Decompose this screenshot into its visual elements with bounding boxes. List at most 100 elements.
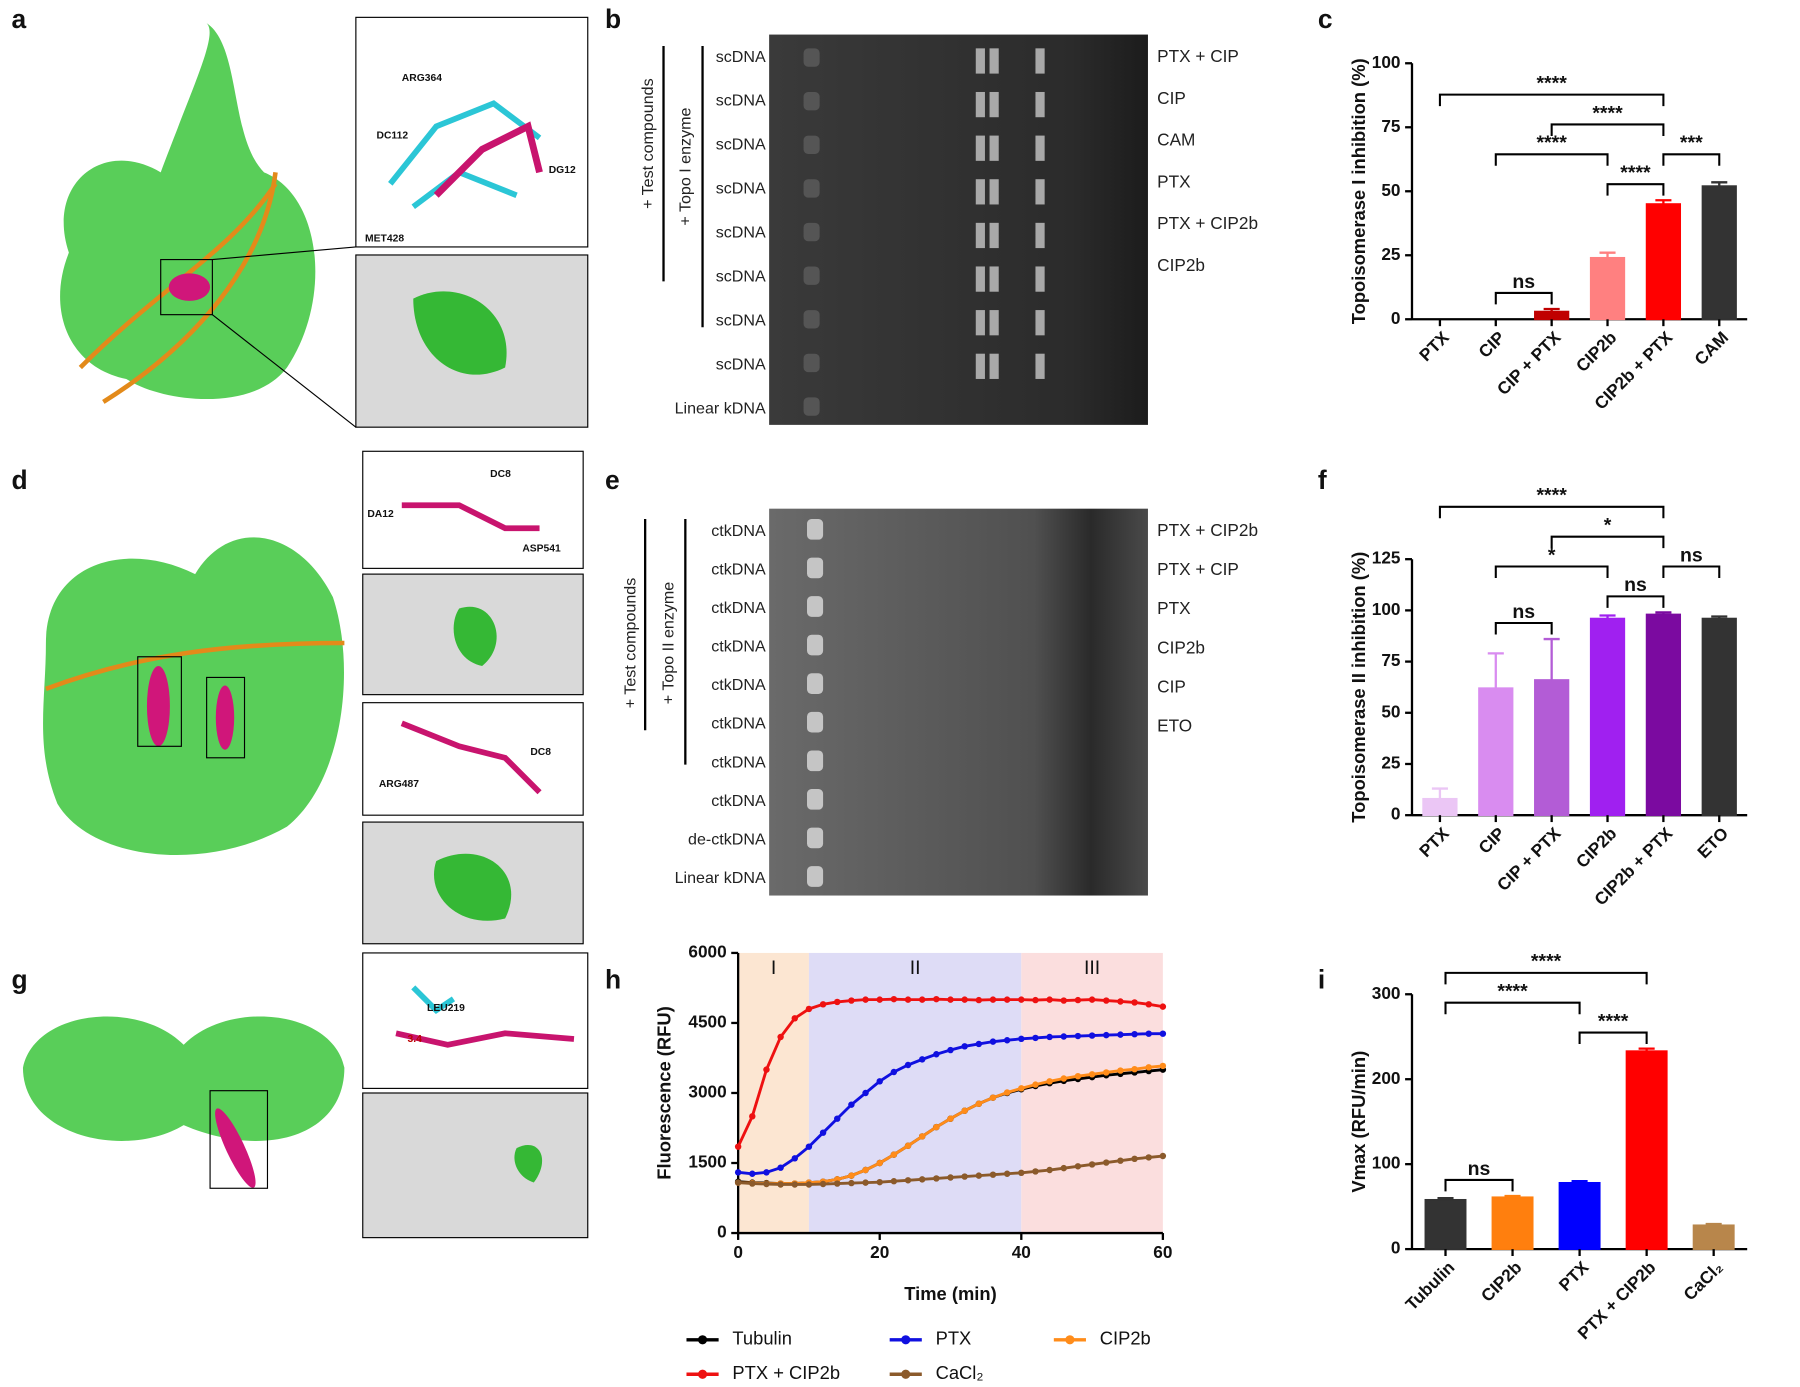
significance-label: ns: [1468, 1158, 1491, 1180]
x-tick-label: CIP2b: [1572, 327, 1621, 376]
gel-bands: [803, 48, 1045, 887]
well: [807, 634, 824, 656]
significance-label: ns: [1512, 601, 1535, 623]
significance-bracket: [1550, 123, 1665, 136]
data-point: [1032, 1168, 1039, 1175]
significance-label: *: [1548, 544, 1556, 566]
data-point: [1060, 1164, 1067, 1172]
data-point: [1003, 1037, 1011, 1044]
data-point: [862, 1089, 869, 1097]
sample-label: CAM: [1157, 130, 1195, 150]
data-point: [1060, 1033, 1067, 1040]
well: [803, 397, 820, 416]
significance-label: ****: [1598, 1010, 1629, 1032]
legend-label: CIP2b: [1100, 1328, 1151, 1349]
data-point: [890, 1178, 898, 1185]
y-tick-label: 100: [1372, 599, 1401, 619]
data-point: [918, 1176, 926, 1183]
data-point: [961, 1107, 968, 1114]
well: [803, 222, 820, 242]
significance-bracket: [1494, 153, 1609, 166]
bar: [1422, 797, 1458, 817]
significance-bracket: [1606, 183, 1665, 196]
data-point: [1117, 1067, 1124, 1074]
bar: [1558, 1181, 1601, 1250]
data-point: [848, 1179, 855, 1187]
lane-label: ctkDNA: [711, 753, 766, 771]
data-point: [1003, 1089, 1011, 1096]
x-tick-label: PTX: [1415, 823, 1453, 861]
lane-label: ctkDNA: [711, 522, 766, 540]
lane-label: Linear kDNA: [675, 400, 766, 418]
data-point: [1145, 1030, 1152, 1037]
bar: [1534, 679, 1570, 817]
band: [1035, 310, 1045, 336]
band: [1035, 179, 1045, 205]
legend-swatch: [901, 1369, 911, 1379]
well: [807, 750, 824, 772]
well: [807, 596, 824, 617]
band: [1035, 91, 1045, 118]
data-point: [1159, 1030, 1167, 1037]
data-point: [890, 1151, 898, 1158]
x-tick-label: ETO: [1693, 823, 1732, 862]
residue-label: DA12: [367, 509, 394, 520]
data-point: [961, 1043, 968, 1050]
data-point: [989, 1038, 997, 1045]
y-tick-label: 100: [1372, 1153, 1401, 1173]
data-point: [1103, 1159, 1110, 1166]
bar: [1692, 1224, 1735, 1250]
legend-label: PTX: [936, 1328, 972, 1349]
lane-label: ctkDNA: [711, 792, 766, 810]
sample-label: PTX + CIP2b: [1157, 213, 1258, 233]
well: [807, 789, 824, 810]
data-point: [777, 1033, 784, 1041]
data-point: [975, 1040, 983, 1048]
x-axis-label: Time (min): [904, 1283, 997, 1304]
significance-bracket: [1494, 291, 1553, 305]
band: [1035, 222, 1045, 249]
bar: [1645, 613, 1682, 817]
data-point: [1074, 1072, 1082, 1080]
data-point: [763, 1066, 770, 1073]
panel-label: i: [1318, 965, 1325, 995]
y-tick-label: 50: [1381, 180, 1400, 200]
data-point: [876, 1078, 883, 1085]
legend-label: CaCl₂: [936, 1362, 984, 1383]
data-point: [933, 1175, 940, 1182]
phase-label: III: [1084, 957, 1100, 979]
significance-bracket: [1438, 93, 1665, 107]
significance-label: ***: [1680, 132, 1703, 154]
bar: [1701, 617, 1737, 817]
y-tick-label: 125: [1372, 548, 1401, 568]
sample-label: CIP2b: [1157, 255, 1205, 275]
data-point: [975, 1172, 983, 1179]
significance-bracket: [1606, 595, 1665, 608]
significance-label: ****: [1536, 485, 1567, 507]
data-point: [734, 1179, 742, 1186]
sample-label: ETO: [1157, 715, 1192, 735]
data-point: [1003, 996, 1011, 1003]
gel-image: [769, 508, 1148, 896]
data-point: [1018, 1085, 1025, 1092]
data-point: [961, 1173, 968, 1180]
bar: [1589, 256, 1626, 321]
y-tick-label: 75: [1381, 116, 1401, 136]
data-point: [862, 1179, 869, 1186]
y-tick-label: 200: [1372, 1068, 1401, 1088]
bar: [1701, 185, 1737, 321]
data-point: [904, 1142, 912, 1149]
data-point: [1159, 1003, 1167, 1010]
data-point: [1117, 998, 1124, 1005]
band: [975, 266, 985, 292]
structure-g: [22, 952, 589, 1239]
data-point: [1103, 1069, 1110, 1076]
data-point: [989, 1094, 997, 1101]
data-point: [918, 1056, 926, 1063]
band: [989, 48, 999, 74]
data-point: [933, 1051, 940, 1058]
y-tick-label: 0: [1391, 1238, 1401, 1258]
sample-label: PTX + CIP2b: [1157, 520, 1258, 540]
residue-label: DC8: [530, 747, 551, 758]
